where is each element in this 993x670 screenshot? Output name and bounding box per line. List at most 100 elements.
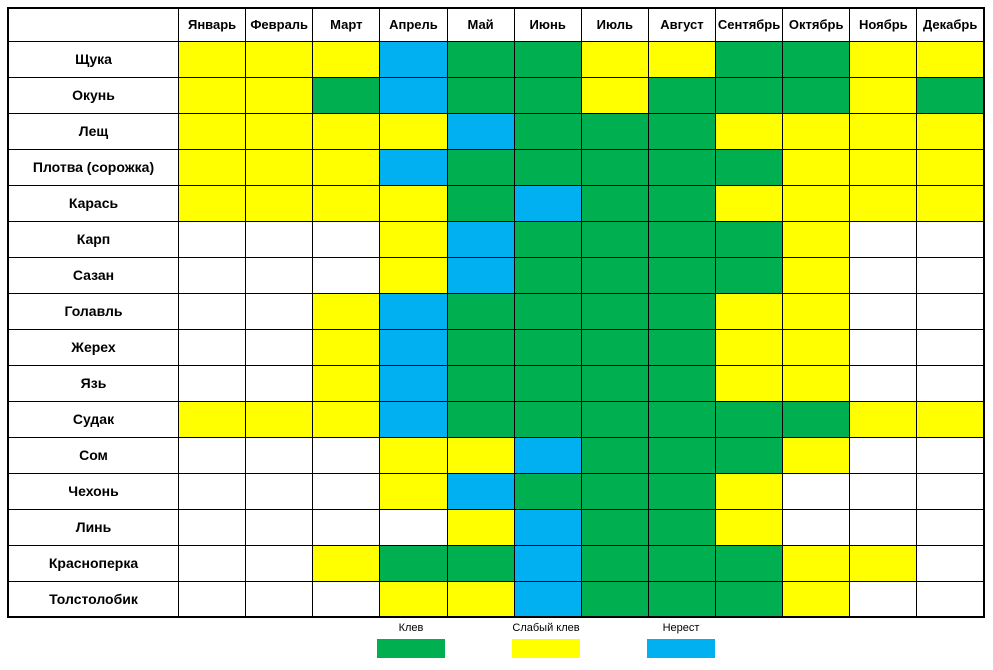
calendar-cell-bite <box>647 220 717 258</box>
legend-label: Клев <box>398 622 424 634</box>
month-header: Июль <box>580 7 649 42</box>
calendar-cell-weak <box>647 40 717 78</box>
calendar-cell-none <box>177 472 247 510</box>
calendar-cell-spawn <box>379 76 448 114</box>
calendar-cell-bite <box>446 40 515 78</box>
legend-item: Слабый клев <box>512 621 580 658</box>
calendar-cell-weak <box>312 544 381 582</box>
calendar-cell-none <box>177 328 247 366</box>
calendar-cell-bite <box>714 544 784 582</box>
calendar-cell-none <box>177 256 247 294</box>
calendar-cell-bite <box>647 328 717 366</box>
fish-row: Линь <box>7 508 985 546</box>
calendar-cell-bite <box>312 76 381 114</box>
calendar-cell-bite <box>580 364 649 402</box>
calendar-cell-bite <box>714 40 784 78</box>
calendar-cell-spawn <box>379 40 448 78</box>
calendar-cell-weak <box>379 256 448 294</box>
month-header: Август <box>647 7 717 42</box>
calendar-cell-none <box>849 580 918 618</box>
calendar-cell-weak <box>245 76 314 114</box>
calendar-cell-none <box>782 472 851 510</box>
calendar-cell-spawn <box>513 544 582 582</box>
calendar-cell-weak <box>245 400 314 438</box>
calendar-cell-weak <box>245 148 314 186</box>
calendar-cell-weak <box>379 184 448 222</box>
fish-name: Толстолобик <box>7 580 179 618</box>
calendar-cell-weak <box>916 400 985 438</box>
calendar-cell-weak <box>782 544 851 582</box>
fish-name: Сом <box>7 436 179 474</box>
calendar-cell-bite <box>513 472 582 510</box>
calendar-cell-bite <box>513 400 582 438</box>
calendar-cell-none <box>312 580 381 618</box>
calendar-cell-weak <box>446 580 515 618</box>
calendar-cell-none <box>312 220 381 258</box>
calendar-cell-bite <box>714 76 784 114</box>
month-header: Октябрь <box>782 7 851 42</box>
calendar-cell-none <box>177 436 247 474</box>
legend-item: Клев <box>377 621 445 658</box>
calendar-cell-bite <box>647 436 717 474</box>
month-header: Февраль <box>245 7 314 42</box>
calendar-cell-bite <box>446 544 515 582</box>
calendar-cell-bite <box>714 436 784 474</box>
calendar-cell-bite <box>513 76 582 114</box>
calendar-cell-weak <box>379 472 448 510</box>
fish-name: Судак <box>7 400 179 438</box>
calendar-cell-none <box>849 472 918 510</box>
month-header: Май <box>446 7 515 42</box>
calendar-cell-weak <box>312 184 381 222</box>
calendar-cell-weak <box>714 112 784 150</box>
calendar-cell-bite <box>647 184 717 222</box>
fish-name: Жерех <box>7 328 179 366</box>
month-header: Декабрь <box>916 7 985 42</box>
calendar-cell-bite <box>513 292 582 330</box>
calendar-cell-none <box>177 364 247 402</box>
fish-name: Щука <box>7 40 179 78</box>
calendar-cell-weak <box>916 184 985 222</box>
calendar-cell-weak <box>177 184 247 222</box>
fish-row: Красноперка <box>7 544 985 582</box>
calendar-cell-weak <box>782 328 851 366</box>
calendar-cell-bite <box>513 328 582 366</box>
calendar-cell-bite <box>714 148 784 186</box>
calendar-cell-weak <box>379 220 448 258</box>
fish-name: Красноперка <box>7 544 179 582</box>
calendar-cell-weak <box>782 580 851 618</box>
calendar-cell-weak <box>714 292 784 330</box>
calendar-cell-bite <box>647 256 717 294</box>
calendar-cell-weak <box>849 76 918 114</box>
calendar-cell-weak <box>714 328 784 366</box>
calendar-body: Щука Окунь Лещ Плотва (сорожка) Карась Карп Са… <box>7 40 985 618</box>
calendar-cell-weak <box>580 76 649 114</box>
fish-name: Язь <box>7 364 179 402</box>
calendar-cell-weak <box>312 292 381 330</box>
calendar-cell-weak <box>446 508 515 546</box>
calendar-cell-bite <box>513 148 582 186</box>
calendar-cell-bite <box>714 580 784 618</box>
calendar-cell-weak <box>782 220 851 258</box>
calendar-cell-bite <box>580 436 649 474</box>
calendar-cell-weak <box>782 436 851 474</box>
calendar-cell-none <box>245 580 314 618</box>
calendar-cell-none <box>916 472 985 510</box>
calendar-cell-weak <box>245 40 314 78</box>
calendar-cell-bite <box>647 508 717 546</box>
calendar-cell-bite <box>647 580 717 618</box>
calendar-cell-none <box>312 256 381 294</box>
calendar-cell-bite <box>580 472 649 510</box>
calendar-cell-none <box>916 544 985 582</box>
calendar-cell-bite <box>580 112 649 150</box>
calendar-cell-weak <box>916 40 985 78</box>
calendar-cell-none <box>916 508 985 546</box>
calendar-cell-none <box>245 472 314 510</box>
calendar-cell-none <box>177 544 247 582</box>
calendar-cell-weak <box>714 472 784 510</box>
calendar-cell-spawn <box>379 292 448 330</box>
calendar-cell-bite <box>647 148 717 186</box>
calendar-cell-weak <box>580 40 649 78</box>
fish-name: Чехонь <box>7 472 179 510</box>
calendar-cell-weak <box>446 436 515 474</box>
calendar-cell-spawn <box>513 580 582 618</box>
